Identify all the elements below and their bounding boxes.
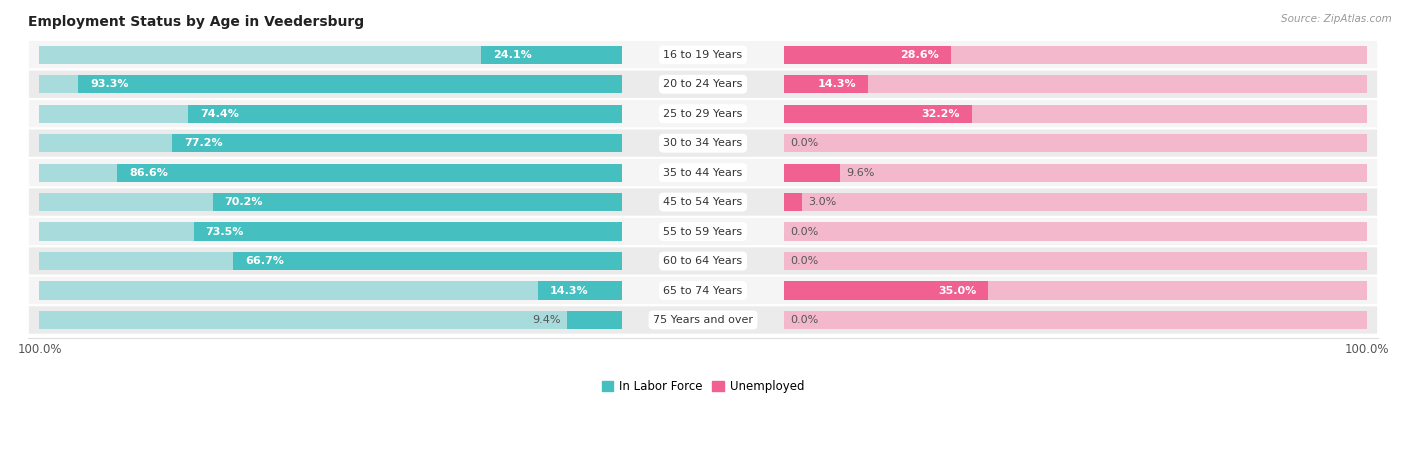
FancyBboxPatch shape <box>28 246 1378 276</box>
Text: 55 to 59 Years: 55 to 59 Years <box>664 227 742 237</box>
Text: 45 to 54 Years: 45 to 54 Years <box>664 197 742 207</box>
Bar <box>79 75 621 94</box>
Text: 75 Years and over: 75 Years and over <box>652 315 754 325</box>
Bar <box>785 193 1367 211</box>
Text: 70.2%: 70.2% <box>225 197 263 207</box>
Bar <box>39 252 621 270</box>
FancyBboxPatch shape <box>28 305 1378 335</box>
Bar <box>39 281 621 300</box>
Bar <box>39 163 621 182</box>
Bar <box>785 163 841 182</box>
Bar <box>785 75 1367 94</box>
Bar <box>538 281 621 300</box>
Bar <box>39 222 621 241</box>
Text: Employment Status by Age in Veedersburg: Employment Status by Age in Veedersburg <box>28 15 364 29</box>
Text: 16 to 19 Years: 16 to 19 Years <box>664 50 742 60</box>
Text: 66.7%: 66.7% <box>245 256 284 266</box>
Bar <box>39 193 621 211</box>
Bar <box>172 134 621 153</box>
FancyBboxPatch shape <box>28 69 1378 99</box>
Text: 3.0%: 3.0% <box>808 197 837 207</box>
FancyBboxPatch shape <box>28 99 1378 128</box>
Bar <box>481 45 621 64</box>
Text: 73.5%: 73.5% <box>205 227 243 237</box>
Legend: In Labor Force, Unemployed: In Labor Force, Unemployed <box>598 375 808 398</box>
Text: 60 to 64 Years: 60 to 64 Years <box>664 256 742 266</box>
Text: 35.0%: 35.0% <box>938 286 977 296</box>
FancyBboxPatch shape <box>28 217 1378 246</box>
Bar <box>188 104 621 123</box>
Bar <box>785 193 801 211</box>
Bar <box>785 281 1367 300</box>
FancyBboxPatch shape <box>28 128 1378 158</box>
Bar <box>785 252 1367 270</box>
Bar <box>785 222 1367 241</box>
Bar <box>785 104 972 123</box>
Text: 65 to 74 Years: 65 to 74 Years <box>664 286 742 296</box>
Text: 9.4%: 9.4% <box>533 315 561 325</box>
Text: 20 to 24 Years: 20 to 24 Years <box>664 79 742 89</box>
Bar <box>785 281 988 300</box>
FancyBboxPatch shape <box>28 276 1378 305</box>
Bar <box>785 104 1367 123</box>
Text: 14.3%: 14.3% <box>550 286 589 296</box>
Text: 0.0%: 0.0% <box>790 315 818 325</box>
Text: 28.6%: 28.6% <box>901 50 939 60</box>
FancyBboxPatch shape <box>28 187 1378 217</box>
Bar <box>39 75 621 94</box>
Text: 86.6%: 86.6% <box>129 168 167 178</box>
Bar <box>567 311 621 329</box>
Text: 25 to 29 Years: 25 to 29 Years <box>664 109 742 119</box>
FancyBboxPatch shape <box>28 158 1378 187</box>
Bar <box>785 75 868 94</box>
Text: 14.3%: 14.3% <box>817 79 856 89</box>
Bar <box>39 311 621 329</box>
Bar <box>785 311 1367 329</box>
Bar <box>39 45 621 64</box>
Bar <box>785 134 1367 153</box>
Bar <box>785 45 950 64</box>
Bar <box>194 222 621 241</box>
Text: 35 to 44 Years: 35 to 44 Years <box>664 168 742 178</box>
Text: 24.1%: 24.1% <box>494 50 531 60</box>
Text: 32.2%: 32.2% <box>922 109 960 119</box>
Text: 0.0%: 0.0% <box>790 138 818 148</box>
Bar <box>39 134 621 153</box>
Bar <box>785 163 1367 182</box>
FancyBboxPatch shape <box>28 40 1378 69</box>
Text: Source: ZipAtlas.com: Source: ZipAtlas.com <box>1281 14 1392 23</box>
Text: 30 to 34 Years: 30 to 34 Years <box>664 138 742 148</box>
Text: 93.3%: 93.3% <box>90 79 128 89</box>
Text: 9.6%: 9.6% <box>846 168 875 178</box>
Text: 77.2%: 77.2% <box>184 138 222 148</box>
Text: 0.0%: 0.0% <box>790 227 818 237</box>
Bar <box>118 163 621 182</box>
Bar <box>212 193 621 211</box>
Text: 74.4%: 74.4% <box>200 109 239 119</box>
Bar <box>39 104 621 123</box>
Bar <box>233 252 621 270</box>
Bar <box>785 45 1367 64</box>
Text: 0.0%: 0.0% <box>790 256 818 266</box>
